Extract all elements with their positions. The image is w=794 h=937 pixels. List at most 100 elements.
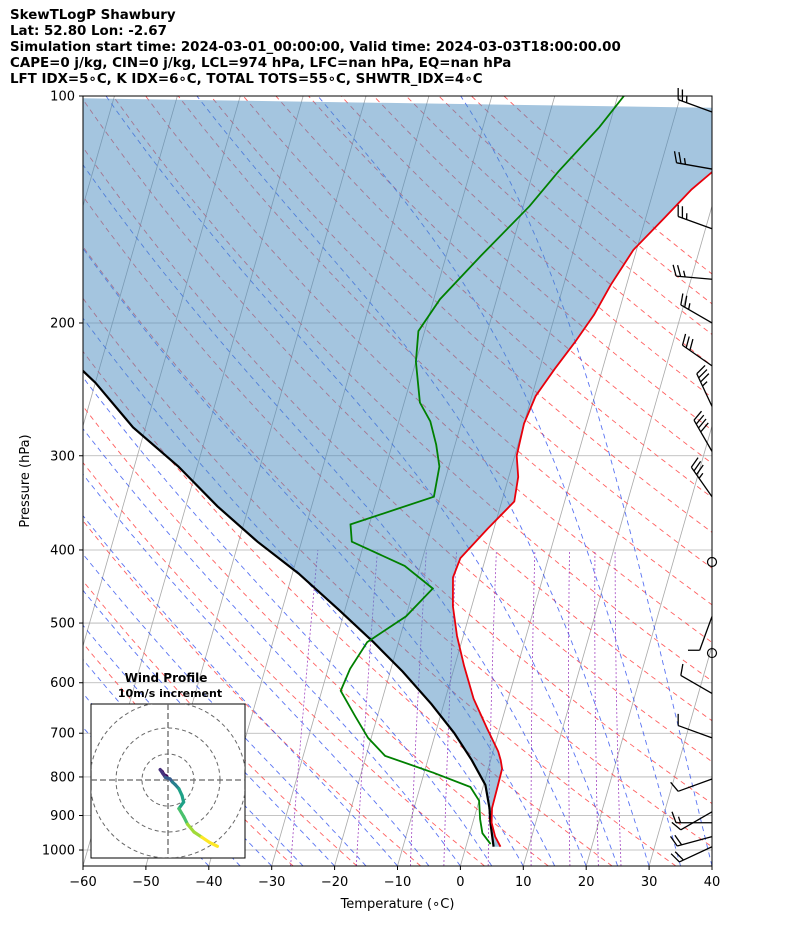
y-tick-label: 600 [50, 676, 75, 691]
wind-barb-shaft [679, 846, 713, 863]
wind-barb-full-flag [674, 851, 684, 861]
wind-barb-shaft [680, 674, 713, 695]
isotherm [585, 424, 712, 866]
wind-barb-full-flag [672, 264, 677, 277]
wind-barb-shaft [677, 724, 713, 739]
wind-barb-half-flag [677, 816, 682, 823]
wind-barb-shaft [680, 811, 713, 831]
wind-barb-full-flag [680, 293, 684, 306]
isotherm [775, 96, 794, 866]
wind-barb-full-flag [698, 369, 708, 379]
y-tick-label: 700 [50, 727, 75, 742]
y-tick-label: 900 [50, 809, 75, 824]
wind-barb-full-flag [693, 460, 702, 472]
wind-barb-full-flag [671, 821, 682, 831]
hodograph-segment [208, 840, 219, 848]
wind-barb-shaft [696, 373, 713, 407]
y-tick-label: 800 [50, 770, 75, 785]
parcel-profile-line [83, 369, 495, 847]
time-line: Simulation start time: 2024-03-01_00:00:… [10, 40, 621, 55]
wind-barb-full-flag [680, 663, 684, 676]
wind-barb-full-flag [689, 338, 694, 351]
wind-barb-shaft [690, 466, 713, 498]
wind-barb [680, 663, 713, 695]
wind-barb [671, 811, 713, 831]
x-tick-label: −20 [321, 875, 348, 890]
wind-barb [677, 87, 713, 113]
wind-barb-shaft [682, 344, 713, 367]
cape-line: CAPE=0 j/kg, CIN=0 j/kg, LCL=974 hPa, LF… [10, 56, 512, 71]
wind-barb-half-flag [683, 270, 686, 278]
wind-barb-full-flag [693, 410, 703, 421]
wind-barb [672, 264, 713, 280]
y-tick-label: 200 [50, 316, 75, 331]
hodograph-plot [91, 704, 245, 858]
wind-barb-full-flag [669, 836, 678, 847]
wind-barb-full-flag [681, 333, 687, 346]
wind-barb [670, 778, 713, 792]
station-title: SkewTLogP Shawbury [10, 8, 176, 23]
wind-barb [696, 365, 713, 407]
wind-barb-shaft [677, 836, 713, 847]
wind-barb [671, 811, 712, 824]
mixing-ratio-line [355, 549, 378, 866]
wind-barb-full-flag [695, 414, 705, 425]
wind-barb-shaft [693, 419, 713, 452]
wind-barb-half-flag [683, 158, 687, 165]
wind-barb-shaft [676, 275, 713, 280]
isotherm [522, 204, 712, 866]
moist-adiabat [196, 96, 650, 866]
chart-header: SkewTLogP Shawbury Lat: 52.80 Lon: -2.67… [10, 8, 621, 88]
dry-adiabat [83, 245, 712, 848]
wind-barb-full-flag [676, 265, 682, 277]
wind-barb-full-flag [695, 464, 704, 476]
mixing-ratio-line [594, 550, 599, 866]
location-line: Lat: 52.80 Lon: -2.67 [10, 24, 167, 39]
y-tick-label: 1000 [42, 844, 75, 859]
y-tick-label: 100 [50, 90, 75, 105]
x-axis-label: Temperature (∘C) [340, 897, 455, 912]
mixing-ratio-line [530, 549, 536, 866]
wind-barb-shaft [677, 99, 713, 113]
y-tick-label: 300 [50, 449, 75, 464]
wind-barb-shaft [680, 304, 713, 324]
moist-adiabat [460, 96, 712, 866]
moist-adiabat [83, 553, 367, 866]
dewpoint-profile-line [339, 96, 625, 845]
wind-barb-full-flag [671, 811, 677, 823]
x-tick-label: 0 [456, 875, 464, 890]
moist-adiabat [83, 473, 430, 866]
wind-barb-full-flag [684, 295, 688, 308]
wind-barb-full-flag [700, 422, 709, 433]
wind-barb-full-flag [700, 373, 710, 383]
isotherm [648, 644, 712, 866]
wind-barb [681, 333, 713, 367]
dry-adiabat [83, 195, 712, 805]
wind-barb-full-flag [674, 834, 683, 846]
wind-barb [687, 616, 713, 651]
wind-barb-half-flag [702, 381, 708, 387]
y-tick-label: 500 [50, 617, 75, 632]
wind-barb [677, 713, 713, 739]
x-tick-label: 20 [578, 875, 595, 890]
dry-adiabat [83, 461, 485, 866]
wind-barb-full-flag [696, 365, 706, 375]
wind-barb-shaft [676, 162, 713, 170]
hodograph-subtitle: 10m/s increment [118, 687, 222, 700]
index-line: LFT IDX=5∘C, K IDX=6∘C, TOTAL TOTS=55∘C,… [10, 72, 483, 87]
wind-barb [673, 151, 713, 170]
moist-adiabat [105, 96, 619, 866]
x-tick-label: 30 [641, 875, 658, 890]
mixing-ratio-line [290, 549, 319, 866]
x-tick-label: 40 [704, 875, 721, 890]
wind-barb-full-flag [673, 151, 678, 163]
y-axis-label: Pressure (hPa) [18, 434, 33, 527]
mixing-ratio-line [568, 549, 571, 866]
dry-adiabat [83, 642, 294, 866]
moist-adiabat [83, 428, 461, 866]
moist-adiabat [83, 624, 304, 866]
moist-adiabat [83, 164, 587, 866]
hodograph-title: Wind Profile [125, 671, 208, 685]
x-tick-label: −30 [258, 875, 285, 890]
